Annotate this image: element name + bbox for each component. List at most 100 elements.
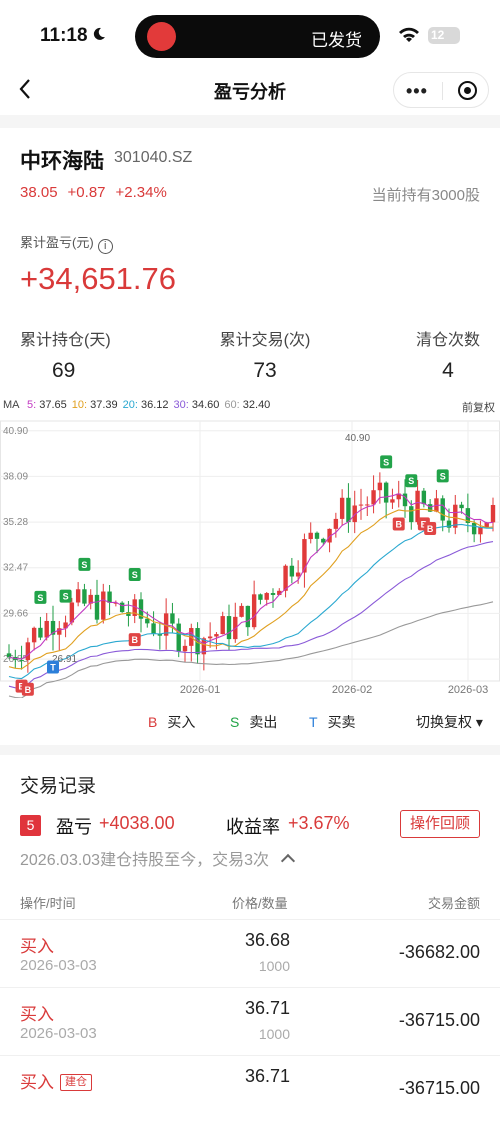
capsule-divider [442, 82, 443, 100]
candle-body [264, 593, 269, 600]
ma-value: 34.60 [188, 399, 220, 411]
table-row[interactable]: 买入 2026-03-03 36.71 1000 -36715.00 [0, 987, 500, 1055]
candle-body [126, 612, 131, 616]
stat-holding-days: 累计持仓(天) 69 [20, 326, 111, 383]
candlestick-chart[interactable]: 40.9038.0935.2832.4729.6626.852026-01202… [0, 413, 500, 698]
legend-t: T 买卖 [309, 712, 356, 732]
candle-body [138, 599, 144, 619]
candle-body [314, 532, 320, 539]
dynamic-island[interactable]: 已发货 [135, 15, 380, 58]
return-rate-label: 收益率 [226, 817, 280, 837]
trade-marker-label: S [37, 593, 43, 603]
chart-frame [0, 420, 500, 682]
candle-body [251, 594, 257, 628]
ma-value: 32.40 [239, 399, 271, 411]
close-target-icon[interactable] [458, 81, 477, 100]
row-amount: -36715.00 [398, 1078, 480, 1098]
candle-body [69, 602, 75, 623]
candle-body [308, 532, 313, 540]
trade-marker [380, 455, 393, 469]
candle-body [25, 642, 31, 661]
ma-value: 37.65 [36, 399, 67, 411]
row-price: 36.68 [244, 930, 290, 950]
wifi-icon [399, 27, 419, 42]
candle-body [352, 505, 357, 523]
candle-body [478, 527, 483, 535]
trade-marker [34, 590, 47, 604]
trade-marker-label: B [395, 519, 402, 529]
chevron-up-icon[interactable] [280, 853, 296, 869]
stock-change-pct: +2.34% [115, 184, 167, 201]
ma-item: 10: 37.39 [72, 399, 118, 411]
ma-key: 20: [122, 399, 138, 411]
island-status-text: 已发货 [311, 31, 362, 50]
header-price-qty: 价格/数量 [232, 896, 288, 911]
cumulative-pl-value: +34,651.76 [20, 261, 177, 296]
row-amount: -36715.00 [398, 1010, 480, 1030]
candle-body [75, 589, 81, 603]
holding-text: 当前持有3000股 [371, 187, 480, 204]
cumulative-pl-label-text: 累计盈亏(元) [20, 235, 94, 250]
switch-adjust-button[interactable]: 切换复权 ▾ [416, 712, 483, 732]
table-row[interactable]: 买入 2026-03-03 36.68 1000 -36682.00 [0, 919, 500, 987]
return-rate-value: +3.67% [288, 813, 350, 833]
candle-body [421, 490, 427, 505]
candle-body [333, 518, 339, 529]
row-action: 买入 建仓 [20, 1068, 92, 1093]
y-tick-label: 29.66 [3, 608, 28, 619]
candle-body [50, 620, 56, 635]
y-tick-label: 32.47 [3, 563, 28, 574]
y-tick-label: 40.90 [3, 426, 28, 437]
row-action: 买入 [20, 1005, 54, 1024]
candle-body [214, 634, 219, 637]
trade-summary: 5 盈亏 +4038.00 收益率 +3.67% 操作回顾 [20, 810, 480, 841]
stock-name: 中环海陆 [20, 150, 104, 173]
candle-body [427, 504, 433, 512]
table-row[interactable]: 买入 建仓 36.71 -36715.00 [0, 1055, 500, 1123]
candle-body [339, 497, 345, 519]
status-bar: 11:18 已发货 12 [0, 0, 500, 70]
operation-review-button[interactable]: 操作回顾 [400, 810, 480, 838]
candle-body [31, 627, 37, 643]
candle-body [207, 636, 213, 639]
stat-label: 清仓次数 [415, 332, 480, 349]
candle-body [346, 497, 351, 523]
candle-body [157, 634, 163, 636]
candle-body [453, 504, 458, 528]
trade-subtitle[interactable]: 2026.03.03建仓持股至今，交易3次 [20, 846, 296, 870]
page-title: 盈亏分析 [214, 82, 286, 102]
candle-body [383, 482, 389, 503]
stock-code: 301040.SZ [114, 149, 193, 166]
candle-body [289, 565, 295, 577]
adjust-mode-label[interactable]: 前复权 [462, 402, 495, 414]
candle-body [258, 594, 263, 600]
min-price-label: 26.91 [52, 654, 77, 665]
trade-marker [128, 568, 141, 582]
stat-value: 69 [52, 359, 76, 382]
ma-line [8, 508, 494, 670]
candle-body [440, 498, 445, 521]
stat-clear-count: 清仓次数 4 [410, 326, 486, 383]
trade-marker [436, 469, 449, 483]
candle-body [170, 613, 175, 624]
stat-trade-count: 累计交易(次) 73 [203, 326, 327, 383]
row-action-text: 买入 [20, 1073, 54, 1092]
trade-marker-label: B [18, 682, 25, 692]
legend-t-key: T [309, 714, 318, 730]
back-icon[interactable] [18, 78, 32, 100]
candle-body [44, 620, 49, 638]
switch-adjust-label: 切换复权 [416, 714, 472, 730]
ma-value: 37.39 [87, 399, 118, 411]
candle-body [396, 493, 401, 500]
candle-body [176, 623, 181, 652]
ma-values: 5: 37.65 10: 37.39 20: 36.12 30: 34.60 60: 3… [22, 399, 270, 411]
candle-body [88, 594, 93, 604]
info-icon[interactable]: i [97, 239, 113, 254]
candle-body [377, 482, 383, 491]
price-line: 38.05 +0.87 +2.34% [20, 184, 177, 201]
more-icon[interactable]: ••• [406, 81, 428, 101]
candle-body [459, 504, 464, 509]
candle-body [82, 589, 87, 604]
ma-key: 60: [224, 399, 240, 411]
caret-down-icon: ▾ [475, 714, 483, 730]
